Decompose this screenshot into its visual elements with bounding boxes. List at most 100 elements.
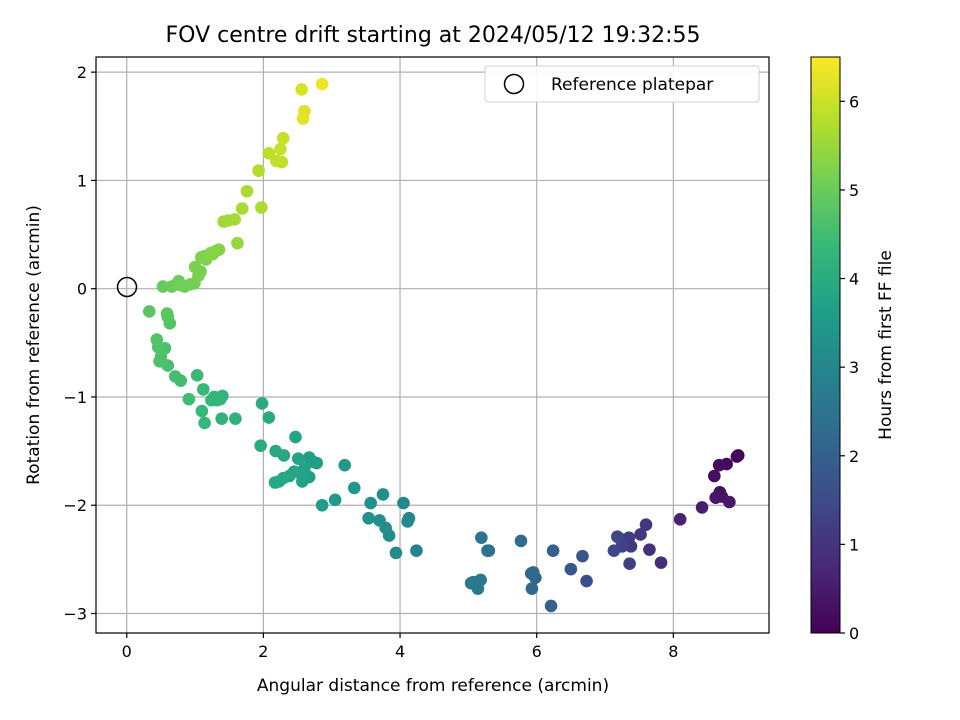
grid-lines [96,57,769,633]
data-point [168,370,182,383]
plot-frame [95,56,770,634]
data-point [634,528,647,541]
legend-box [484,65,760,103]
y-tick-label: −1 [63,388,87,407]
data-point [347,481,361,495]
colorbar [810,56,841,634]
y-axis-ticks: −3 −2 −1 0 1 2 [63,63,96,624]
data-point [328,493,342,507]
data-point [709,491,723,504]
data-point [296,112,310,126]
data-point [410,544,423,558]
scatter-points [142,77,745,613]
x-tick-label: 4 [395,642,405,661]
data-point [190,369,204,382]
x-axis-label: Angular distance from reference (arcmin) [257,676,609,696]
data-point [654,556,668,569]
data-point [315,77,329,91]
y-tick-label: −2 [63,496,87,515]
y-tick-label: 2 [77,63,87,82]
legend-marker [503,73,525,95]
colorbar-tick-label: 1 [849,535,859,554]
data-point [302,451,316,464]
data-point [481,544,494,558]
data-point [546,544,560,558]
data-point [215,412,229,425]
data-point [526,566,540,579]
data-point [231,236,244,250]
y-axis-label: Rotation from reference (arcmin) [24,205,44,485]
data-point [514,534,528,548]
data-point [228,213,241,226]
x-tick-label: 0 [122,642,132,661]
colorbar-tick-label: 4 [849,270,859,289]
legend: Reference platepar [484,65,760,103]
data-point [255,397,269,410]
data-point [544,599,558,613]
reference-point-marker [116,276,138,298]
data-point [730,450,744,463]
data-point [364,496,377,510]
colorbar-tick-label: 2 [849,447,859,466]
data-point [712,458,726,472]
data-point [376,488,390,501]
data-point [695,501,709,514]
data-point [564,562,578,576]
y-tick-label: 0 [77,280,87,299]
data-point [188,260,202,274]
data-point [204,246,218,260]
colorbar-tick-label: 0 [849,624,859,643]
chart-title: FOV centre drift starting at 2024/05/12 … [166,23,701,48]
data-point [229,412,242,425]
data-point [195,404,209,418]
data-point [673,513,687,526]
data-point [607,544,621,558]
colorbar-tick-label: 3 [849,358,859,377]
x-tick-label: 6 [532,642,542,661]
data-point [205,393,218,407]
x-tick-label: 8 [668,642,678,661]
legend-entry: Reference platepar [551,75,713,95]
data-point [274,142,287,156]
colorbar-tick-label: 5 [849,181,859,200]
data-point [708,469,721,483]
data-point [338,458,352,472]
data-point [196,383,210,396]
data-point [254,439,267,452]
data-point [576,549,589,563]
data-point [397,496,410,510]
data-point [362,511,375,525]
data-point [295,83,308,96]
data-point [235,202,249,215]
data-point [611,530,624,543]
data-point [464,576,478,590]
data-point [142,305,156,318]
data-point [198,416,211,430]
data-point [291,452,305,465]
data-point [268,476,282,489]
data-point [525,582,539,595]
data-point [623,557,636,571]
data-point [240,184,254,198]
data-point [276,131,290,145]
data-point [160,307,174,320]
data-point [401,515,414,528]
data-point [269,444,282,458]
colorbar-label: Hours from first FF file [876,250,896,440]
colorbar-tick-label: 6 [849,92,859,111]
data-point [289,430,302,444]
data-point [639,518,653,532]
y-tick-label: 1 [77,171,87,190]
data-point [150,333,164,346]
x-tick-label: 2 [258,642,268,661]
x-axis-ticks: 0 2 4 6 8 [122,633,678,661]
data-point [275,155,289,169]
data-point [153,354,166,368]
data-point [262,411,276,424]
data-point [389,546,403,560]
data-point [373,514,386,527]
data-point [643,543,656,556]
data-point [580,574,593,588]
data-point [156,280,170,293]
